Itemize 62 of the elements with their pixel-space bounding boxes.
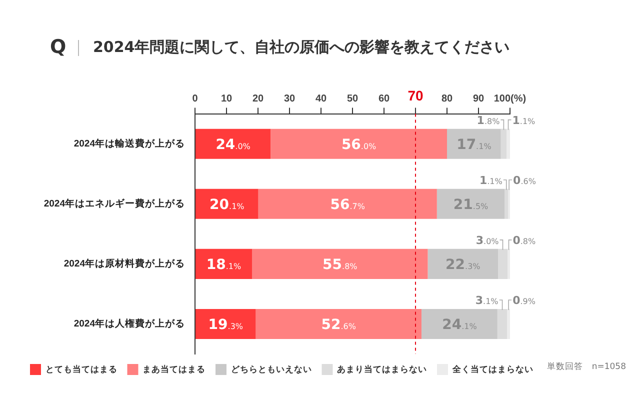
bar	[252, 248, 428, 279]
data-label: 3.1%	[475, 294, 499, 307]
x-tick-label: 30	[284, 94, 296, 105]
data-label: 0.9%	[512, 294, 536, 307]
bar	[196, 308, 256, 339]
data-label: 20.1%	[210, 196, 245, 213]
data-label: 17.1%	[456, 136, 492, 153]
y-tick-label: 2024年は人権費が上がる	[74, 318, 185, 330]
data-label: 24.1%	[442, 316, 478, 333]
y-tick-label: 2024年は原材料費が上がる	[64, 258, 185, 270]
x-tick-label: 60	[378, 94, 390, 105]
data-label: 3.0%	[476, 234, 500, 247]
data-label: 21.5%	[453, 196, 489, 213]
x-tick-label: 10	[220, 94, 232, 105]
data-label: 18.1%	[206, 256, 242, 273]
x-tick-label: 90	[472, 94, 484, 105]
bar	[196, 188, 258, 219]
x-tick-label: 40	[315, 94, 327, 105]
data-label: 24.0%	[216, 136, 251, 153]
legend-label: どちらともいえない	[230, 364, 312, 374]
bar	[256, 308, 422, 339]
x-tick-label: 70	[408, 87, 424, 104]
data-label: 0.8%	[512, 234, 536, 247]
bar	[196, 248, 252, 279]
y-tick-label: 2024年は輸送費が上がる	[74, 137, 185, 150]
bar	[500, 128, 507, 159]
x-tick-label: 20	[252, 94, 264, 105]
bar	[507, 248, 510, 279]
data-label: 55.8%	[322, 256, 358, 273]
data-label: 52.6%	[321, 316, 356, 333]
text: Q	[50, 36, 66, 58]
legend-label: あまり当てはまらない	[337, 364, 427, 374]
x-tick-label: 0	[192, 94, 198, 105]
x-tick-label: 50	[346, 94, 358, 105]
data-label: 0.6%	[513, 174, 536, 187]
legend-label: まあ当てはまる	[142, 364, 206, 374]
data-label: 56.0%	[341, 136, 377, 153]
bar	[504, 188, 508, 219]
bar	[270, 128, 447, 159]
bar	[421, 308, 498, 339]
data-label: 22.3%	[446, 256, 481, 273]
bar	[428, 248, 498, 279]
bar	[498, 248, 508, 279]
bar	[447, 128, 501, 159]
bar	[506, 128, 510, 159]
x-tick-label: 100(%)	[494, 94, 526, 105]
chart-title: 2024年問題に関して、自社の原価への影響を教えてください	[93, 38, 510, 57]
bar	[436, 188, 505, 219]
data-label: 1.1%	[512, 114, 536, 127]
x-tick-label: 80	[441, 94, 453, 105]
legend-label: とても当てはまる	[45, 364, 118, 374]
bar	[507, 308, 510, 339]
y-tick-label: 2024年はエネルギー費が上がる	[44, 198, 185, 210]
data-label: 19.3%	[208, 316, 244, 333]
bar	[196, 128, 271, 159]
bar	[497, 308, 508, 339]
legend-label: 全く当てはまらない	[451, 364, 534, 374]
bar	[258, 188, 437, 219]
data-label: 56.7%	[330, 196, 366, 213]
data-label: 1.1%	[479, 174, 503, 187]
text: 単数回答 n=1058	[546, 361, 626, 373]
data-label: 1.8%	[476, 114, 500, 127]
